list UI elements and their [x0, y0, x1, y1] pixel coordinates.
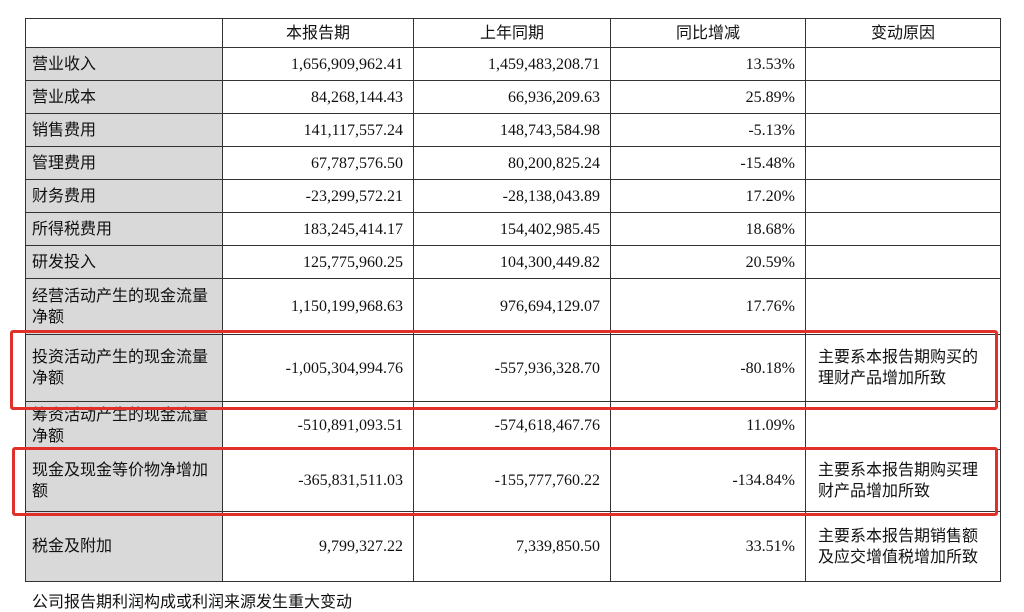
- row-label: 管理费用: [25, 146, 223, 180]
- row-label: 营业收入: [25, 47, 223, 81]
- cell: [805, 245, 1001, 279]
- row-label: 经营活动产生的现金流量净额: [25, 278, 223, 335]
- cell: 104,300,449.82: [413, 245, 611, 279]
- row-label: 投资活动产生的现金流量净额: [25, 334, 223, 402]
- cell: [805, 146, 1001, 180]
- cell: 20.59%: [610, 245, 806, 279]
- header-cell: [25, 18, 223, 48]
- row-label: 所得税费用: [25, 212, 223, 246]
- cell: 1,459,483,208.71: [413, 47, 611, 81]
- cell: 1,150,199,968.63: [222, 278, 414, 335]
- cell: 183,245,414.17: [222, 212, 414, 246]
- cell: 84,268,144.43: [222, 80, 414, 114]
- cell: 33.51%: [610, 511, 806, 582]
- header-cell: 变动原因: [805, 18, 1001, 48]
- cell: 主要系本报告期购买的理财产品增加所致: [805, 334, 1001, 402]
- cell: -557,936,328.70: [413, 334, 611, 402]
- cell: 7,339,850.50: [413, 511, 611, 582]
- highlight-box: [12, 447, 998, 516]
- table-row: 税金及附加 9,799,327.22 7,339,850.50 33.51% 主要系本报…: [25, 511, 1001, 582]
- row-label: 营业成本: [25, 80, 223, 114]
- table-row: 所得税费用 183,245,414.17 154,402,985.45 18.68%: [25, 212, 1001, 246]
- cell: 67,787,576.50: [222, 146, 414, 180]
- cell: -23,299,572.21: [222, 179, 414, 213]
- cell: 18.68%: [610, 212, 806, 246]
- cell: -1,005,304,994.76: [222, 334, 414, 402]
- header-cell: 本报告期: [222, 18, 414, 48]
- cell: -5.13%: [610, 113, 806, 147]
- highlight-box: [10, 330, 998, 410]
- row-label: 现金及现金等价物净增加额: [25, 449, 223, 512]
- cell: 154,402,985.45: [413, 212, 611, 246]
- header-cell: 上年同期: [413, 18, 611, 48]
- row-label: 财务费用: [25, 179, 223, 213]
- data-table: 本报告期 上年同期 同比增减 变动原因 营业收入 1,656,909,962.41 1,45…: [25, 18, 1001, 582]
- cell: 141,117,557.24: [222, 113, 414, 147]
- cell: [805, 212, 1001, 246]
- table-row: 营业收入 1,656,909,962.41 1,459,483,208.71 13.5…: [25, 47, 1001, 81]
- table-row: 经营活动产生的现金流量净额 1,150,199,968.63 976,694,129…: [25, 278, 1001, 335]
- cell: 80,200,825.24: [413, 146, 611, 180]
- cell: 66,936,209.63: [413, 80, 611, 114]
- cell: 13.53%: [610, 47, 806, 81]
- cell: 976,694,129.07: [413, 278, 611, 335]
- cell: -155,777,760.22: [413, 449, 611, 512]
- cell: -28,138,043.89: [413, 179, 611, 213]
- cell: [805, 113, 1001, 147]
- row-label: 税金及附加: [25, 511, 223, 582]
- cell: 25.89%: [610, 80, 806, 114]
- cell: 17.76%: [610, 278, 806, 335]
- cell: 主要系本报告期销售额及应交增值税增加所致: [805, 511, 1001, 582]
- table-row: 销售费用 141,117,557.24 148,743,584.98 -5.13%: [25, 113, 1001, 147]
- table-row: 营业成本 84,268,144.43 66,936,209.63 25.89%: [25, 80, 1001, 114]
- cell: 9,799,327.22: [222, 511, 414, 582]
- table-row: 投资活动产生的现金流量净额 -1,005,304,994.76 -557,936,3…: [25, 334, 1001, 402]
- header-cell: 同比增减: [610, 18, 806, 48]
- note: 公司报告期利润构成或利润来源发生重大变动: [32, 594, 353, 611]
- page: {"table": { "header": ["", "本报告期", "上年同期…: [10, 18, 1001, 611]
- row-label: 研发投入: [25, 245, 223, 279]
- cell: 1,656,909,962.41: [222, 47, 414, 81]
- table-row: 管理费用 67,787,576.50 80,200,825.24 -15.48%: [25, 146, 1001, 180]
- row-label: 销售费用: [25, 113, 223, 147]
- cell: 125,775,960.25: [222, 245, 414, 279]
- table-row: 现金及现金等价物净增加额 -365,831,511.03 -155,777,760.…: [25, 449, 1001, 512]
- cell: 148,743,584.98: [413, 113, 611, 147]
- cell: -15.48%: [610, 146, 806, 180]
- cell: 17.20%: [610, 179, 806, 213]
- cell: [805, 179, 1001, 213]
- cell: [805, 80, 1001, 114]
- cell: [805, 47, 1001, 81]
- cell: [805, 278, 1001, 335]
- table-row: 财务费用 -23,299,572.21 -28,138,043.89 17.20%: [25, 179, 1001, 213]
- header-row: 本报告期 上年同期 同比增减 变动原因: [25, 18, 1001, 48]
- table-row: 研发投入 125,775,960.25 104,300,449.82 20.59%: [25, 245, 1001, 279]
